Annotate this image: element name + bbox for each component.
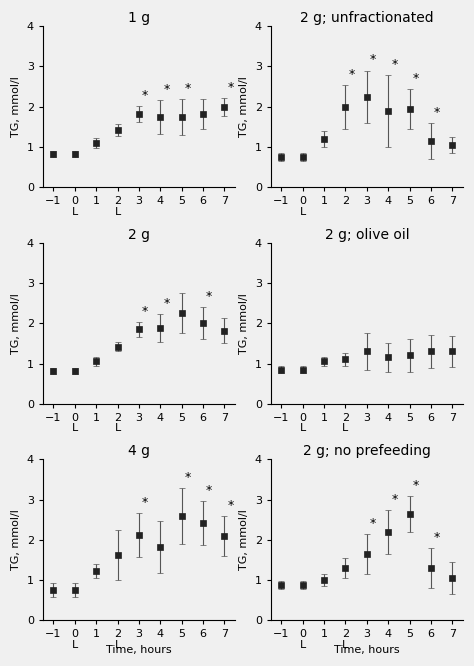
Title: 2 g: 2 g bbox=[128, 228, 150, 242]
Text: L: L bbox=[300, 423, 306, 433]
Text: *: * bbox=[228, 499, 234, 511]
Text: L: L bbox=[300, 206, 306, 216]
Text: *: * bbox=[142, 496, 148, 509]
Text: *: * bbox=[349, 67, 355, 81]
Y-axis label: TG, mmol/l: TG, mmol/l bbox=[239, 509, 249, 570]
Y-axis label: TG, mmol/l: TG, mmol/l bbox=[239, 293, 249, 354]
Text: *: * bbox=[392, 493, 398, 505]
Text: *: * bbox=[392, 57, 398, 71]
Text: L: L bbox=[72, 206, 78, 216]
Title: 2 g; olive oil: 2 g; olive oil bbox=[325, 228, 409, 242]
Text: L: L bbox=[72, 640, 78, 650]
Y-axis label: TG, mmol/l: TG, mmol/l bbox=[11, 293, 21, 354]
Y-axis label: TG, mmol/l: TG, mmol/l bbox=[11, 77, 21, 137]
Text: L: L bbox=[342, 640, 348, 650]
Text: L: L bbox=[300, 640, 306, 650]
Text: L: L bbox=[114, 423, 121, 433]
Text: *: * bbox=[206, 290, 212, 303]
Text: *: * bbox=[142, 89, 148, 102]
Title: 2 g; unfractionated: 2 g; unfractionated bbox=[300, 11, 434, 25]
Text: L: L bbox=[342, 423, 348, 433]
Text: *: * bbox=[370, 517, 376, 530]
Text: *: * bbox=[142, 305, 148, 318]
Y-axis label: TG, mmol/l: TG, mmol/l bbox=[11, 509, 21, 570]
X-axis label: Time, hours: Time, hours bbox=[106, 645, 172, 655]
Text: L: L bbox=[114, 640, 121, 650]
Title: 4 g: 4 g bbox=[128, 444, 150, 458]
Text: *: * bbox=[413, 71, 419, 85]
Text: *: * bbox=[185, 82, 191, 95]
Text: *: * bbox=[228, 81, 234, 94]
Text: *: * bbox=[164, 297, 170, 310]
Text: *: * bbox=[434, 106, 440, 119]
Text: *: * bbox=[413, 479, 419, 492]
Text: *: * bbox=[206, 484, 212, 497]
Y-axis label: TG, mmol/l: TG, mmol/l bbox=[239, 77, 249, 137]
Title: 2 g; no prefeeding: 2 g; no prefeeding bbox=[303, 444, 431, 458]
Text: L: L bbox=[114, 206, 121, 216]
Text: *: * bbox=[434, 531, 440, 544]
X-axis label: Time, hours: Time, hours bbox=[334, 645, 400, 655]
Text: *: * bbox=[370, 53, 376, 67]
Title: 1 g: 1 g bbox=[128, 11, 150, 25]
Text: *: * bbox=[164, 83, 170, 96]
Text: *: * bbox=[185, 471, 191, 484]
Text: L: L bbox=[72, 423, 78, 433]
